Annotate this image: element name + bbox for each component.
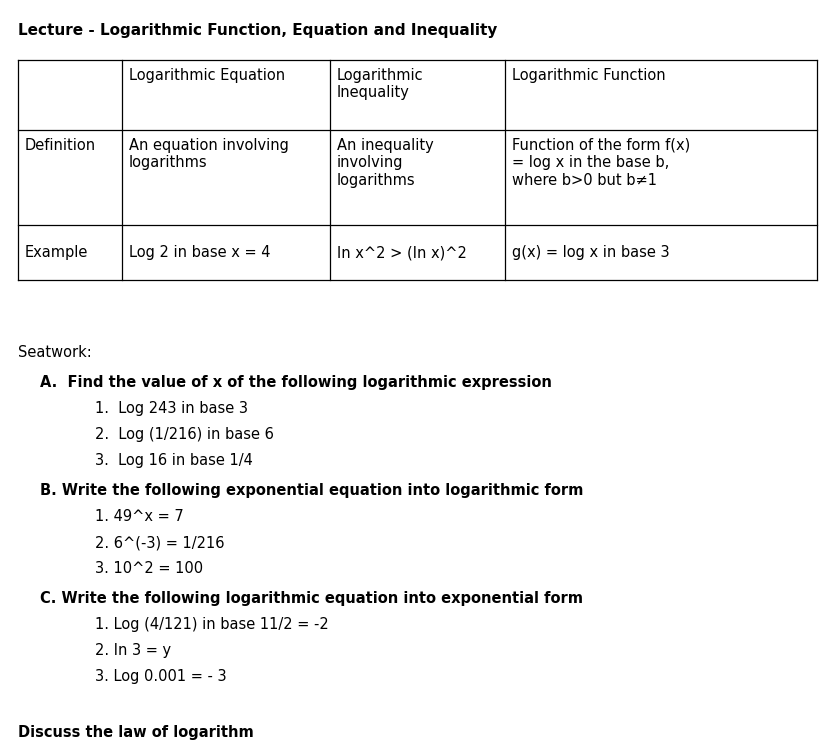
Text: Lecture - Logarithmic Function, Equation and Inequality: Lecture - Logarithmic Function, Equation… <box>18 22 498 37</box>
Text: g(x) = log x in base 3: g(x) = log x in base 3 <box>513 245 670 260</box>
Text: Definition: Definition <box>25 138 96 153</box>
Text: 3.  Log 16 in base 1/4: 3. Log 16 in base 1/4 <box>95 453 253 468</box>
Text: 3. 10^2 = 100: 3. 10^2 = 100 <box>95 561 203 576</box>
Text: Log 2 in base x = 4: Log 2 in base x = 4 <box>129 245 271 260</box>
Text: Logarithmic
Inequality: Logarithmic Inequality <box>337 68 423 100</box>
Text: 3. Log 0.001 = - 3: 3. Log 0.001 = - 3 <box>95 669 226 684</box>
Text: Discuss the law of logarithm: Discuss the law of logarithm <box>18 725 254 740</box>
Text: C. Write the following logarithmic equation into exponential form: C. Write the following logarithmic equat… <box>40 591 583 606</box>
Text: Logarithmic Equation: Logarithmic Equation <box>129 68 285 83</box>
Text: In x^2 > (In x)^2: In x^2 > (In x)^2 <box>337 245 467 260</box>
Text: An inequality
involving
logarithms: An inequality involving logarithms <box>337 138 433 187</box>
Text: 1. 49^x = 7: 1. 49^x = 7 <box>95 509 184 524</box>
Text: 2.  Log (1/216) in base 6: 2. Log (1/216) in base 6 <box>95 427 274 442</box>
Text: B. Write the following exponential equation into logarithmic form: B. Write the following exponential equat… <box>40 483 584 498</box>
Text: A.  Find the value of x of the following logarithmic expression: A. Find the value of x of the following … <box>40 375 552 390</box>
Text: An equation involving
logarithms: An equation involving logarithms <box>129 138 289 170</box>
Text: 2. 6^(-3) = 1/216: 2. 6^(-3) = 1/216 <box>95 535 225 550</box>
Text: Example: Example <box>25 245 89 260</box>
Text: 2. In 3 = y: 2. In 3 = y <box>95 643 171 658</box>
Text: 1. Log (4/121) in base 11/2 = -2: 1. Log (4/121) in base 11/2 = -2 <box>95 617 329 632</box>
Text: Function of the form f(x)
= log x in the base b,
where b>0 but b≠1: Function of the form f(x) = log x in the… <box>513 138 691 187</box>
Text: Logarithmic Function: Logarithmic Function <box>513 68 666 83</box>
Text: 1.  Log 243 in base 3: 1. Log 243 in base 3 <box>95 401 248 416</box>
Text: Seatwork:: Seatwork: <box>18 345 92 360</box>
